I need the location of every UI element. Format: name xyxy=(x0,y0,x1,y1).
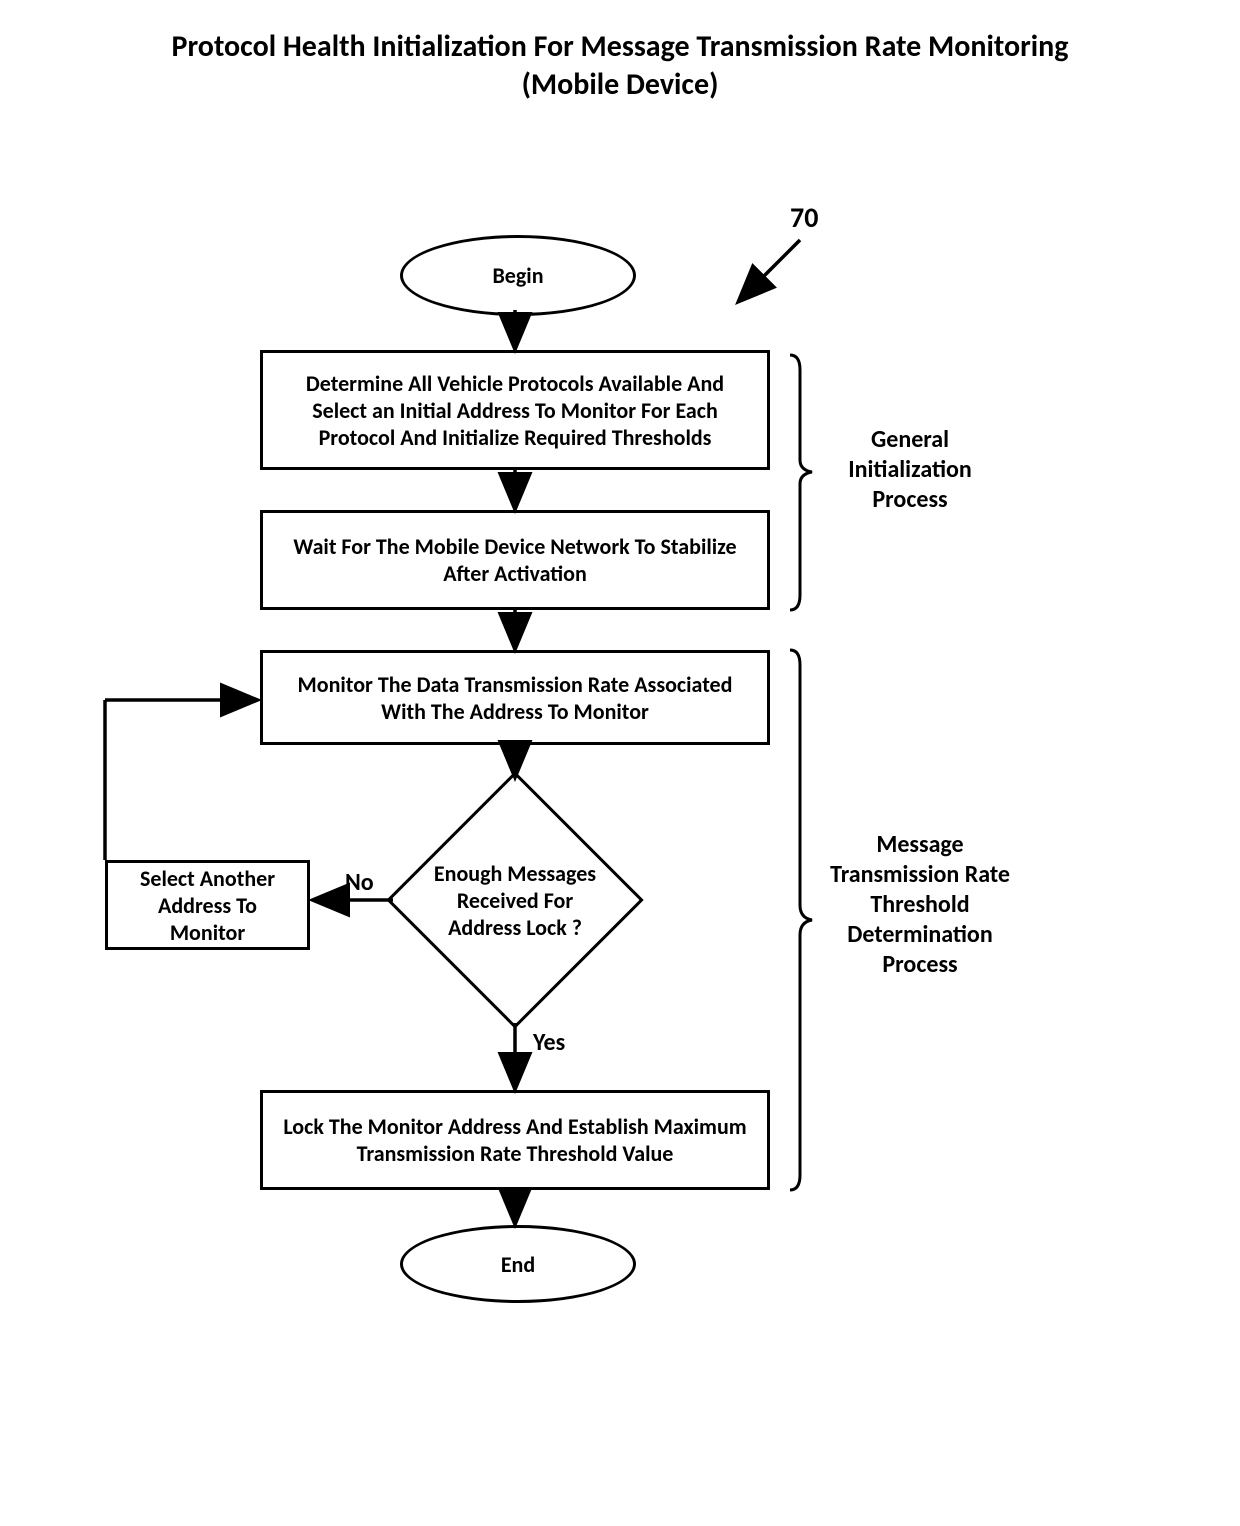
yes-edge-label: Yes xyxy=(533,1028,565,1057)
lock-address-box: Lock The Monitor Address And Establish M… xyxy=(260,1090,770,1190)
page-title-line2: (Mobile Device) xyxy=(0,66,1240,103)
bracket-msg-rate xyxy=(790,650,812,1190)
select-another-address-box: Select Another Address To Monitor xyxy=(105,860,310,950)
wait-stabilize-text: Wait For The Mobile Device Network To St… xyxy=(277,533,753,587)
begin-terminator: Begin xyxy=(400,235,636,316)
determine-protocols-box: Determine All Vehicle Protocols Availabl… xyxy=(260,350,770,470)
connectors-svg xyxy=(0,0,1240,1526)
end-label: End xyxy=(501,1251,535,1278)
ref-pointer-arrow xyxy=(740,240,800,300)
select-another-address-text: Select Another Address To Monitor xyxy=(122,865,293,946)
monitor-rate-text: Monitor The Data Transmission Rate Assoc… xyxy=(277,671,753,725)
determine-protocols-text: Determine All Vehicle Protocols Availabl… xyxy=(277,370,753,451)
decision-text: Enough Messages Received For Address Loc… xyxy=(425,860,605,941)
lock-address-text: Lock The Monitor Address And Establish M… xyxy=(277,1113,753,1167)
general-init-bracket-label: General Initialization Process xyxy=(820,425,1000,515)
page-title-line1: Protocol Health Initialization For Messa… xyxy=(0,28,1240,65)
enough-messages-decision: Enough Messages Received For Address Loc… xyxy=(390,775,640,1025)
begin-label: Begin xyxy=(492,262,543,289)
wait-stabilize-box: Wait For The Mobile Device Network To St… xyxy=(260,510,770,610)
monitor-rate-box: Monitor The Data Transmission Rate Assoc… xyxy=(260,650,770,745)
bracket-general-init xyxy=(790,355,812,610)
figure-reference-number: 70 xyxy=(790,200,818,235)
no-edge-label: No xyxy=(345,868,374,897)
msg-rate-bracket-label: Message Transmission Rate Threshold Dete… xyxy=(820,830,1020,980)
end-terminator: End xyxy=(400,1225,636,1303)
